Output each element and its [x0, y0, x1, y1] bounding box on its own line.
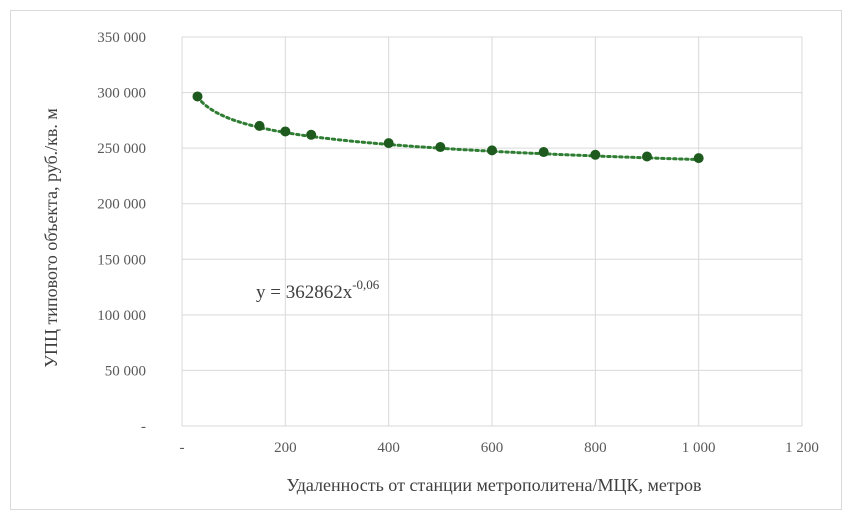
y-tick-label: 150 000 — [97, 252, 146, 268]
data-point — [306, 130, 316, 140]
y-tick-label: 350 000 — [97, 30, 146, 46]
x-tick-label: 1 200 — [785, 440, 819, 456]
data-point — [435, 142, 445, 152]
equation-exponent: -0,06 — [352, 277, 380, 292]
y-tick-label: 250 000 — [97, 141, 146, 157]
data-point — [384, 138, 394, 148]
x-axis-title: Удаленность от станции метрополитена/МЦК… — [287, 475, 702, 495]
grid-lines — [182, 37, 802, 426]
x-tick-labels: - 200 400 600 800 1 000 1 200 — [180, 440, 819, 456]
x-tick-label: 1 000 — [682, 440, 716, 456]
y-tick-label: 100 000 — [97, 308, 146, 324]
data-point — [694, 153, 704, 163]
y-tick-labels: - 50 000 100 000 150 000 200 000 250 000 300 0… — [97, 30, 146, 435]
data-point — [255, 121, 265, 131]
y-tick-label: 50 000 — [105, 363, 146, 379]
data-points — [193, 91, 704, 163]
x-tick-label: 800 — [584, 440, 607, 456]
y-tick-label: - — [141, 419, 146, 435]
equation-main: y = 362862x — [256, 282, 353, 303]
trendline-group — [198, 97, 699, 159]
y-tick-label: 300 000 — [97, 86, 146, 102]
data-point — [193, 91, 203, 101]
x-tick-label: 400 — [377, 440, 400, 456]
data-point — [642, 151, 652, 161]
data-point — [280, 126, 290, 136]
y-tick-label: 200 000 — [97, 197, 146, 213]
x-tick-label: 600 — [481, 440, 504, 456]
trendline-equation: y = 362862x-0,06 — [256, 277, 380, 303]
data-point — [539, 147, 549, 157]
x-tick-label: 200 — [274, 440, 297, 456]
data-point — [487, 145, 497, 155]
data-point — [590, 150, 600, 160]
y-axis-title: УПЦ типового объекта, руб./кв. м — [41, 108, 61, 368]
x-tick-label: - — [180, 440, 185, 456]
trendline — [198, 97, 699, 159]
